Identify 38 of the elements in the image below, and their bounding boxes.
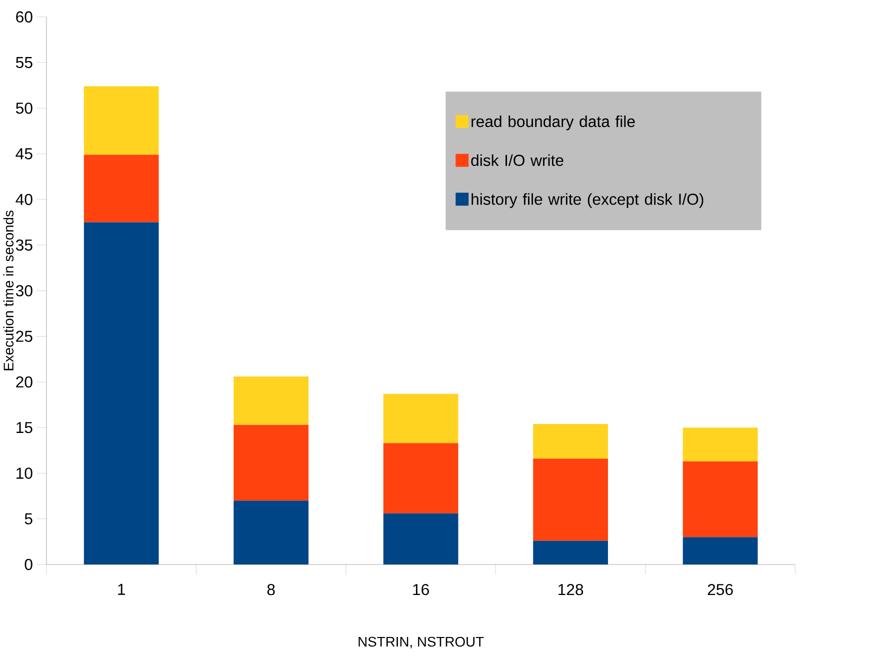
legend-label: read boundary data file [472,115,635,130]
x-tick-label: 8 [267,584,275,596]
bar [84,154,159,222]
bar [682,461,758,538]
bar [383,513,458,564]
bar [234,376,308,425]
y-tick-label: 10 [16,468,32,479]
bar [682,537,758,564]
y-tick-label: 5 [24,513,32,524]
y-tick-label: 15 [16,422,32,434]
y-tick-label: 40 [16,194,32,206]
bar [383,443,458,514]
legend-label: history file write (except disk I/O) [472,193,704,208]
y-tick-label: 55 [16,56,32,68]
y-tick-label: 60 [16,11,32,23]
x-tick-label: 1 [118,584,125,595]
bar [84,86,159,155]
y-tick-label: 0 [24,558,32,570]
y-axis-title: Execution time in seconds [3,210,14,370]
legend-label: disk I/O write [471,154,564,166]
x-axis-title: NSTRIN, NSTROUT [358,636,484,648]
bar [533,540,608,564]
y-tick-label: 30 [16,285,32,296]
bar [84,222,159,564]
bar [234,424,308,501]
y-tick-label: 50 [16,102,32,114]
x-tick-label: 16 [413,584,429,596]
y-tick-label: 20 [16,376,32,388]
bar [533,424,608,459]
bar [533,458,608,541]
y-tick-label: 35 [16,239,32,251]
bar [682,428,758,462]
bar [383,394,458,444]
bar [234,500,308,564]
x-tick-label: 256 [708,584,733,596]
y-tick-label: 45 [16,148,32,160]
y-tick-label: 25 [16,330,32,342]
x-tick-label: 128 [558,584,584,596]
